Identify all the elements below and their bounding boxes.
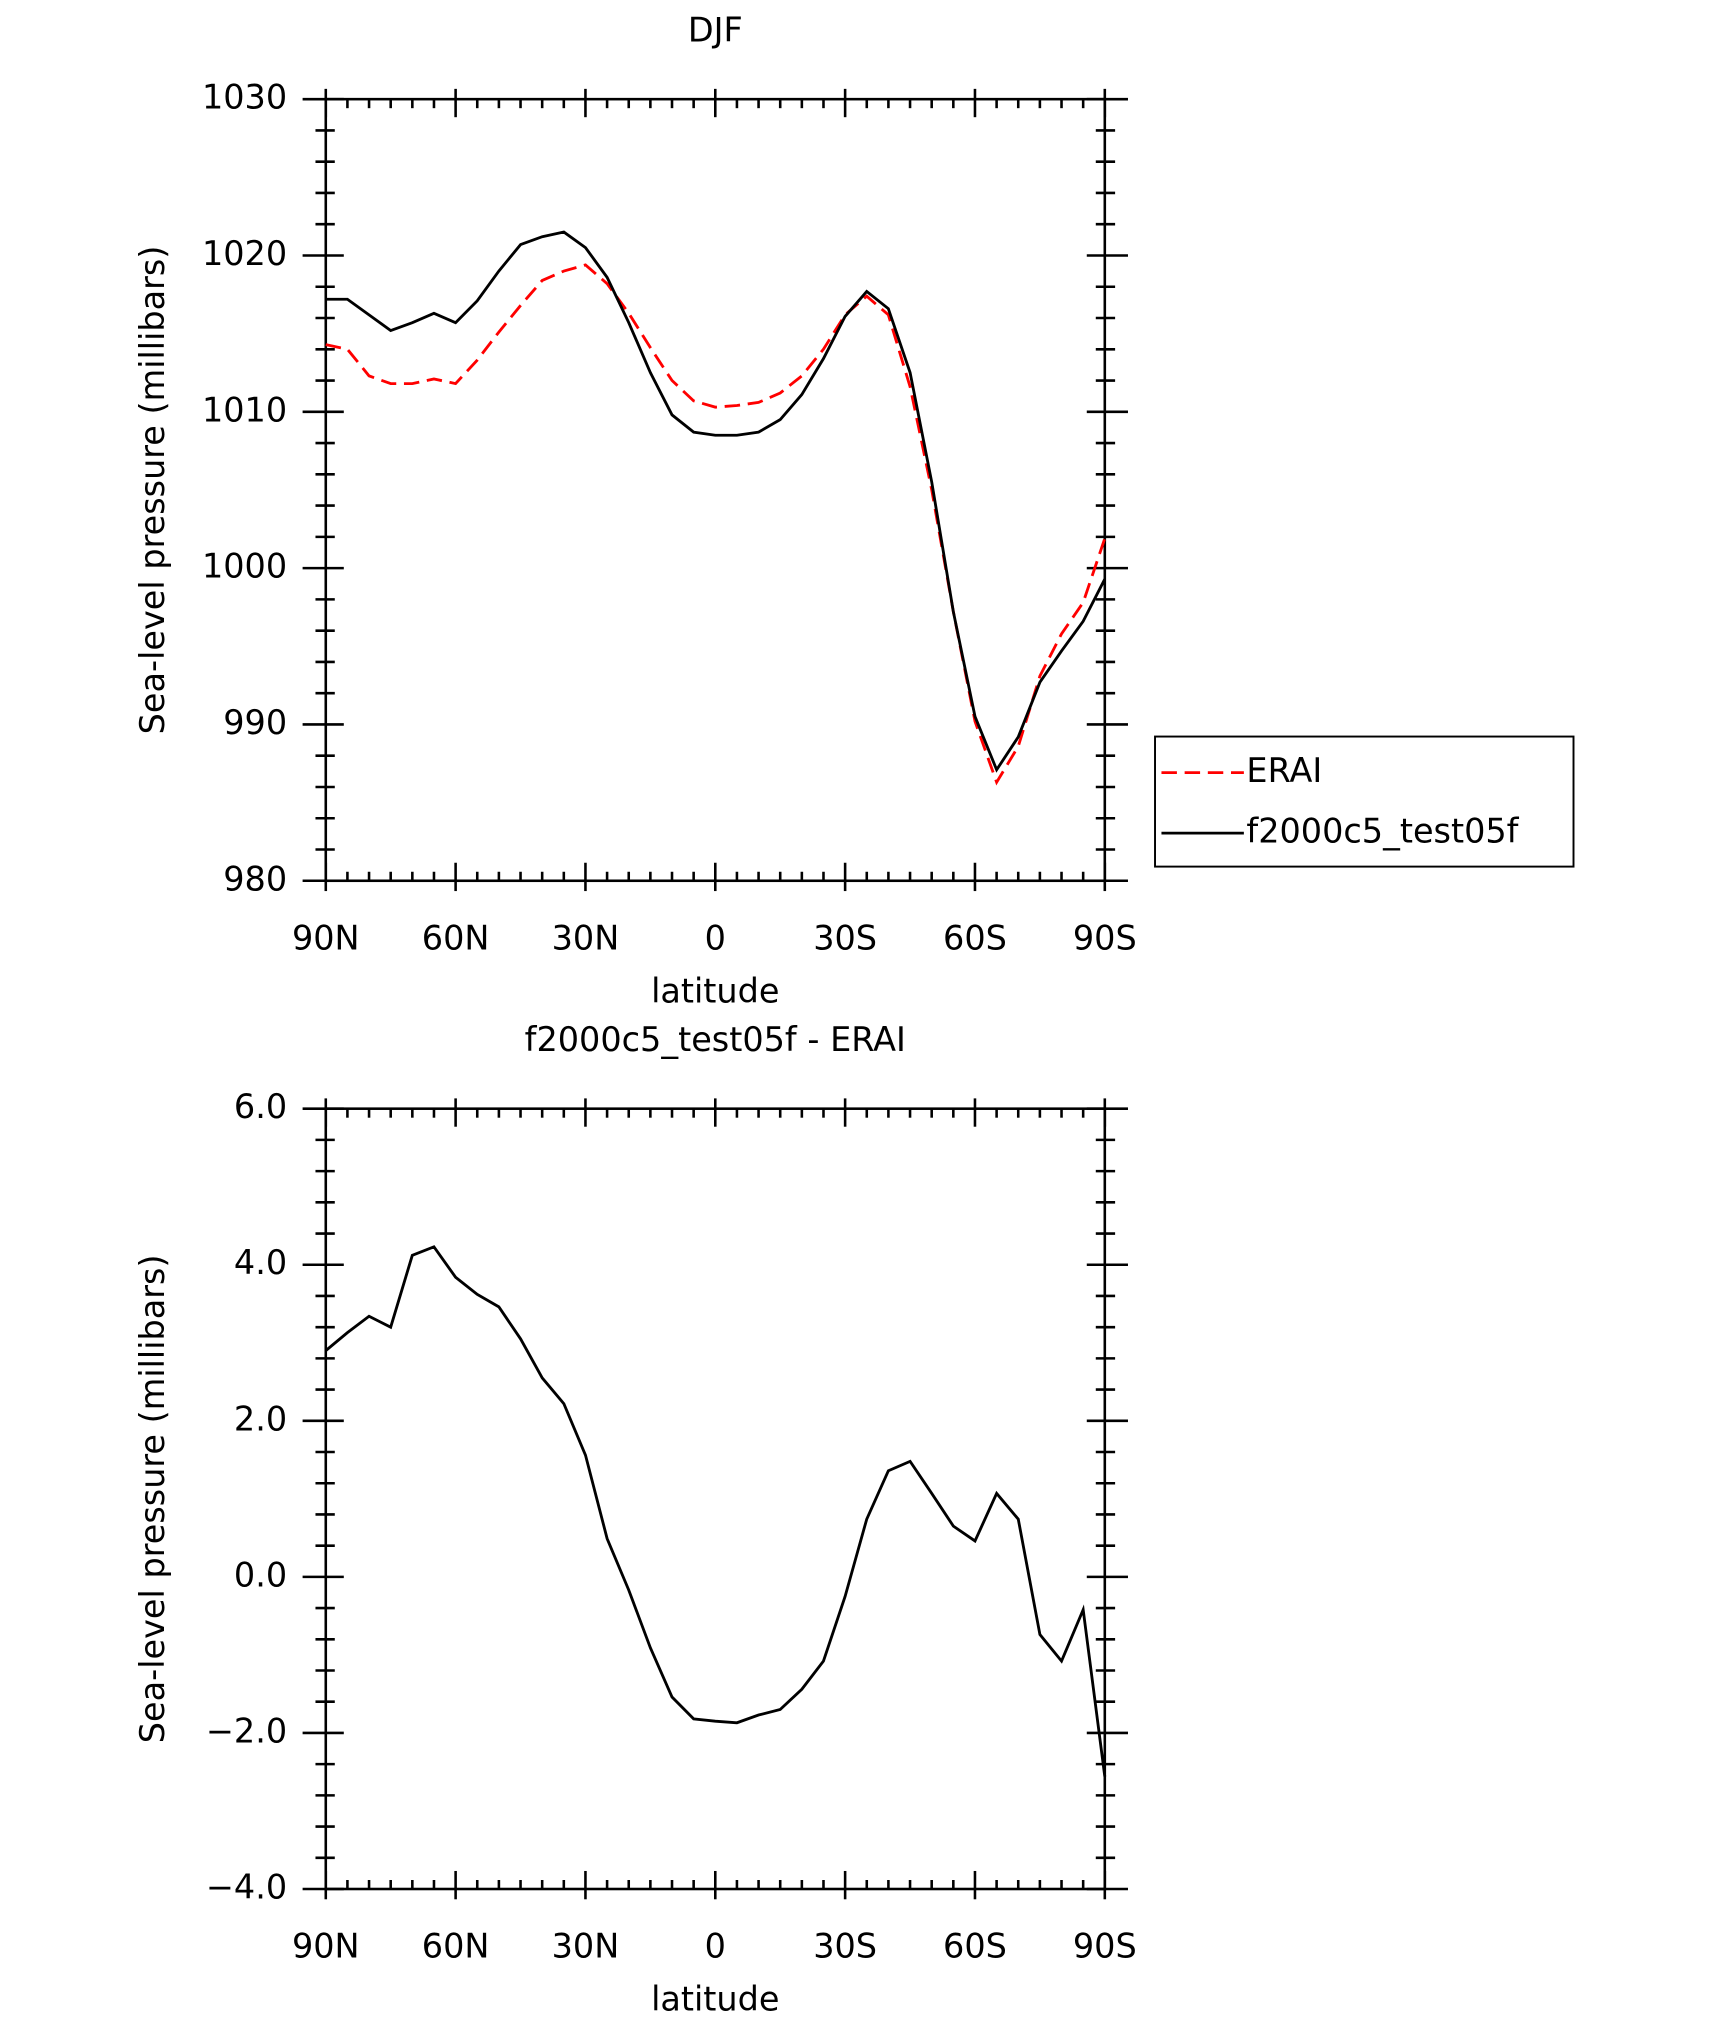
data-line [325,263,1107,786]
legend-box [1154,735,1575,868]
y-tick-label: 980 [223,859,287,898]
chart-title: f2000c5_test05f - ERAI [525,1020,906,1059]
chart-title: DJF [688,11,743,50]
y-tick-label: 990 [223,703,287,742]
y-tick-label: −4.0 [206,1867,287,1906]
legend-label: f2000c5_test05f [1246,812,1519,851]
y-axis-label: Sea-level pressure (millibars) [133,246,172,735]
y-tick-label: 2.0 [234,1399,287,1438]
x-tick-label: 90S [1073,1927,1137,1966]
y-tick-label: 6.0 [234,1087,287,1126]
x-tick-label: 90S [1073,919,1137,958]
y-tick-label: 1010 [202,390,287,429]
y-tick-label: 1030 [202,78,287,117]
x-tick-label: 0 [705,919,726,958]
legend-label: ERAI [1246,751,1322,790]
x-tick-label: 60N [422,1927,490,1966]
y-tick-label: 4.0 [234,1243,287,1282]
y-tick-label: 0.0 [234,1555,287,1594]
y-tick-label: −2.0 [206,1711,287,1750]
x-tick-label: 30S [813,1927,877,1966]
x-tick-label: 30S [813,919,877,958]
x-tick-label: 0 [705,1927,726,1966]
y-tick-label: 1000 [202,547,287,586]
plot-frame [324,1107,1107,1891]
x-tick-label: 60S [943,919,1007,958]
x-tick-label: 90N [292,1927,360,1966]
data-line [325,230,1107,773]
x-tick-label: 60N [422,919,490,958]
plot-frame [324,97,1107,883]
x-tick-label: 60S [943,1927,1007,1966]
x-tick-label: 30N [552,1927,620,1966]
x-axis-label: latitude [651,1980,779,2019]
x-tick-label: 30N [552,919,620,958]
x-axis-label: latitude [651,971,779,1010]
data-line [324,1245,1107,1777]
y-tick-label: 1020 [202,234,287,273]
y-axis-label: Sea-level pressure (millibars) [133,1254,172,1743]
x-tick-label: 90N [292,919,360,958]
